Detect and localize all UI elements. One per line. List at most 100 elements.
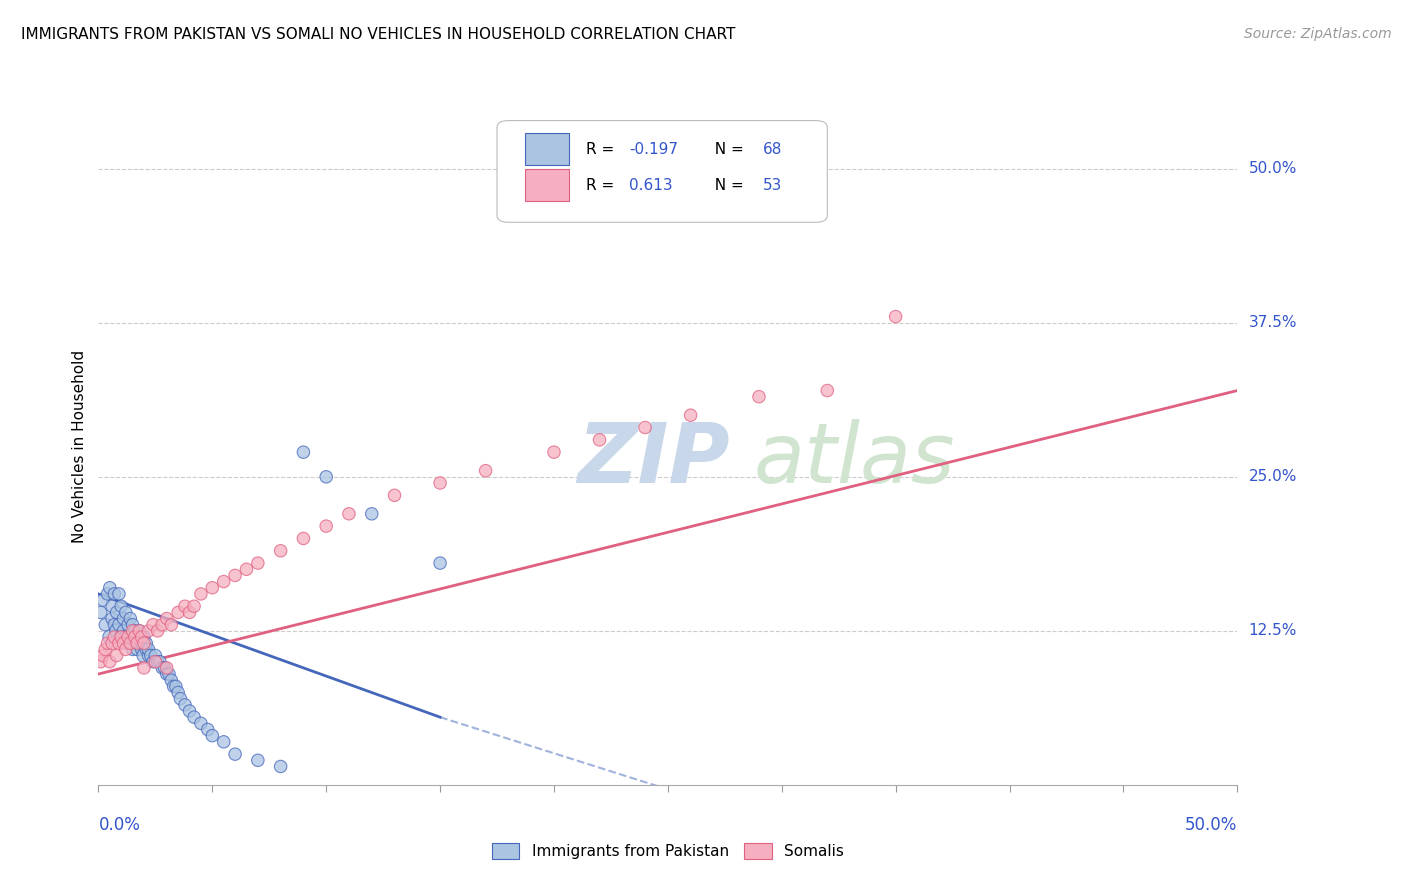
Point [815,384,838,398]
Point [169,691,191,706]
Point [117,636,139,650]
Point [884,310,907,324]
Point [146,655,169,669]
Point [103,630,125,644]
Point [91,593,114,607]
Point [108,636,131,650]
Point [429,475,451,490]
Text: ZIP: ZIP [576,419,730,500]
Text: 50.0%: 50.0% [1249,161,1296,176]
Point [117,630,139,644]
Point [138,642,160,657]
Point [135,642,157,657]
Text: 53: 53 [762,178,782,193]
Point [121,624,143,638]
Text: -0.197: -0.197 [628,142,678,157]
Point [160,617,183,632]
Point [132,648,155,663]
Point [98,655,121,669]
Point [121,617,143,632]
Point [201,729,224,743]
Point [98,630,121,644]
Point [174,599,197,614]
Point [124,624,146,638]
Point [360,507,382,521]
Point [120,611,142,625]
Point [157,667,180,681]
Point [145,655,167,669]
FancyBboxPatch shape [498,120,827,222]
Point [128,636,150,650]
Point [94,617,117,632]
Point [128,624,150,638]
Point [117,617,139,632]
Point [292,532,315,546]
Point [183,599,205,614]
Point [201,581,224,595]
Point [160,673,183,688]
Text: 0.613: 0.613 [628,178,672,193]
Point [110,599,132,614]
Point [131,636,153,650]
Point [112,636,135,650]
Text: 12.5%: 12.5% [1249,624,1296,639]
Point [142,617,165,632]
Point [112,611,135,625]
Point [90,655,112,669]
Point [105,648,128,663]
Point [315,470,337,484]
Text: N =: N = [706,142,749,157]
Point [103,587,125,601]
Point [270,759,292,773]
Point [149,655,172,669]
Point [132,636,155,650]
Point [112,624,135,638]
Point [156,667,179,681]
Point [114,606,136,620]
Point [98,581,121,595]
Point [101,599,124,614]
Text: 37.5%: 37.5% [1249,315,1296,330]
Point [120,630,142,644]
Point [165,679,187,693]
Point [138,624,160,638]
Point [131,630,153,644]
Text: R =: R = [586,142,619,157]
Point [224,568,246,582]
Point [384,488,406,502]
Point [588,433,610,447]
Text: 0.0%: 0.0% [98,815,141,833]
Point [179,606,201,620]
Point [167,606,190,620]
Y-axis label: No Vehicles in Household: No Vehicles in Household [72,350,87,542]
Point [429,556,451,570]
Point [110,630,132,644]
Text: IMMIGRANTS FROM PAKISTAN VS SOMALI NO VEHICLES IN HOUSEHOLD CORRELATION CHART: IMMIGRANTS FROM PAKISTAN VS SOMALI NO VE… [21,27,735,42]
Point [292,445,315,459]
Point [543,445,565,459]
Point [96,636,118,650]
Point [127,642,149,657]
Point [337,507,360,521]
Point [174,698,197,712]
Point [124,636,146,650]
Point [190,716,212,731]
Point [246,556,269,570]
FancyBboxPatch shape [526,169,569,202]
Point [101,611,124,625]
Point [150,617,173,632]
Point [679,408,702,422]
Point [179,704,201,718]
Point [91,648,114,663]
Text: 68: 68 [762,142,782,157]
Text: R =: R = [586,178,624,193]
Point [270,543,292,558]
Point [197,723,219,737]
Point [167,685,190,699]
Point [315,519,337,533]
FancyBboxPatch shape [526,133,569,165]
Text: N =: N = [706,178,749,193]
Point [132,661,155,675]
Point [212,735,235,749]
Point [139,648,162,663]
